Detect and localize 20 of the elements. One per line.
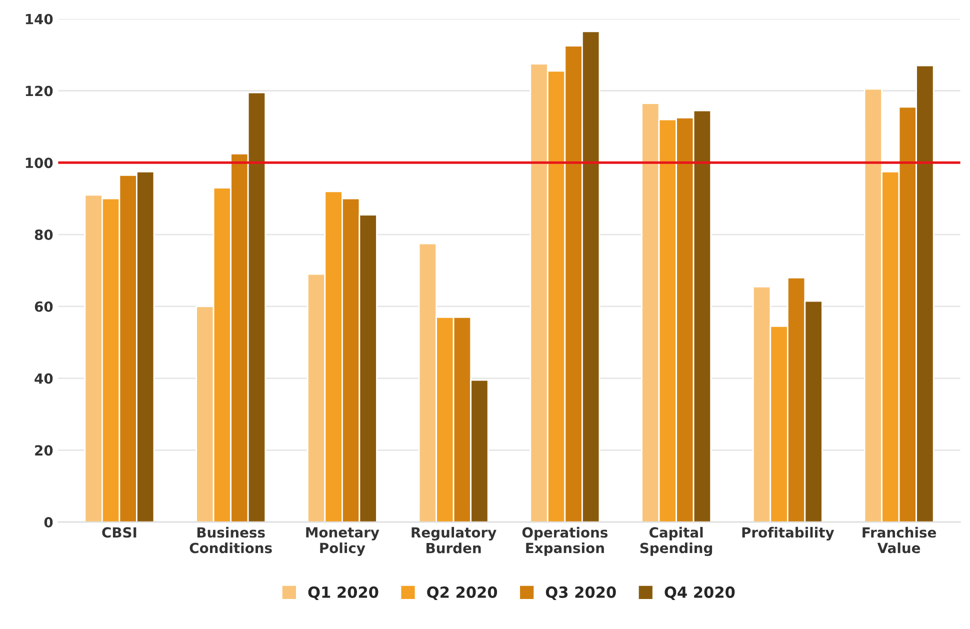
y-tick-label: 100 xyxy=(26,158,53,168)
x-tick-label: CBSI xyxy=(102,527,136,538)
y-tick-label: 80 xyxy=(34,229,53,240)
y-tick-label: 140 xyxy=(26,14,53,24)
legend-label: Q3 2020 xyxy=(546,586,616,600)
x-tick-label: Business Conditions xyxy=(190,526,272,554)
y-tick-label: 0 xyxy=(44,517,53,528)
y-tick-label: 120 xyxy=(26,86,53,96)
legend-label: Q1 2020 xyxy=(308,586,378,600)
x-tick-label: Operations Expansion xyxy=(522,526,608,556)
x-tick-label: Capital Spending xyxy=(640,526,712,556)
y-tick-label: 60 xyxy=(34,301,53,312)
legend-label: Q2 2020 xyxy=(427,586,498,600)
legend-label: Q4 2020 xyxy=(664,586,735,600)
y-tick-label: 20 xyxy=(35,445,53,456)
x-tick-label: Franchise Value xyxy=(862,526,936,554)
y-tick-label: 40 xyxy=(34,373,53,384)
x-tick-label: Profitability xyxy=(742,526,834,540)
x-tick-label: Monetary Policy xyxy=(306,527,380,556)
x-tick-label: Regulatory Burden xyxy=(412,526,496,554)
